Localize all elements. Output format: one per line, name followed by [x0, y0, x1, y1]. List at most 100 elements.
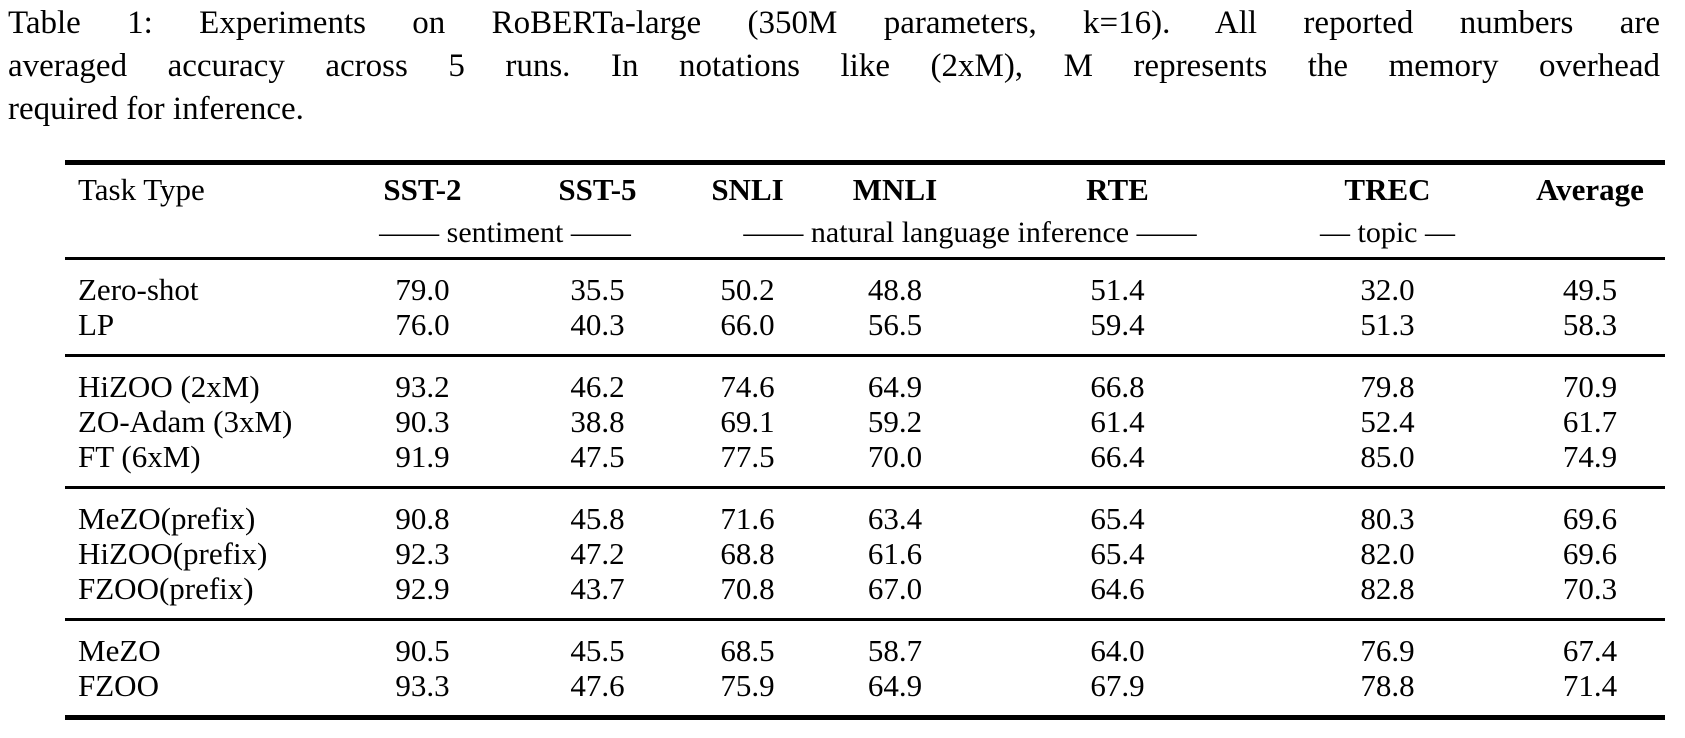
- table-group-4: MeZO 90.5 45.5 68.5 58.7 64.0 76.9 67.4 FZOO 93.3…: [65, 619, 1665, 718]
- table-cell: 79.8: [1360, 369, 1415, 404]
- row-label: HiZOO(prefix): [78, 536, 268, 571]
- table-cell: 65.4: [1090, 536, 1145, 571]
- table-cell: 74.9: [1562, 439, 1618, 474]
- table-cell: 82.8: [1360, 571, 1415, 606]
- column-header-trec: TREC: [1344, 172, 1431, 207]
- table-cell: 70.0: [867, 439, 923, 474]
- table-cell: 67.9: [1090, 668, 1145, 703]
- table-row: FZOO(prefix) 92.9 43.7 70.8 67.0 64.6 82.8 70.3: [65, 571, 1665, 620]
- column-header-average: Average: [1536, 172, 1644, 207]
- table-cell: 59.4: [1090, 307, 1145, 342]
- table-cell: 50.2: [720, 272, 775, 307]
- table-cell: 69.6: [1562, 536, 1618, 571]
- table-cell: 92.9: [395, 571, 450, 606]
- column-header-snli: SNLI: [711, 172, 784, 207]
- results-table: Task Type SST-2 SST-5 SNLI MNLI RTE TREC…: [65, 160, 1665, 720]
- table-cell: 71.4: [1562, 668, 1618, 703]
- category-row: —— sentiment —— —— natural language infe…: [65, 215, 1665, 259]
- table-cell: 43.7: [570, 571, 625, 606]
- table-cell: 47.5: [570, 439, 625, 474]
- table-cell: 90.3: [395, 404, 450, 439]
- table-cell: 92.3: [395, 536, 450, 571]
- table-cell: 58.7: [867, 633, 923, 668]
- column-header-task-type: Task Type: [78, 172, 205, 207]
- row-label: LP: [78, 307, 115, 342]
- table-cell: 82.0: [1360, 536, 1415, 571]
- table-cell: 61.4: [1090, 404, 1145, 439]
- table-cell: 69.1: [720, 404, 775, 439]
- table-cell: 76.0: [395, 307, 450, 342]
- table-cell: 68.5: [720, 633, 775, 668]
- table-row: MeZO 90.5 45.5 68.5 58.7 64.0 76.9 67.4: [65, 620, 1665, 669]
- table-cell: 77.5: [720, 439, 775, 474]
- table-row: FT (6xM) 91.9 47.5 77.5 70.0 66.4 85.0 74.9: [65, 439, 1665, 488]
- row-label: FT (6xM): [78, 439, 201, 474]
- table-row: HiZOO(prefix) 92.3 47.2 68.8 61.6 65.4 82.0 69.…: [65, 536, 1665, 571]
- table-row: HiZOO (2xM) 93.2 46.2 74.6 64.9 66.8 79.8 70.9: [65, 356, 1665, 405]
- table-row: FZOO 93.3 47.6 75.9 64.9 67.9 78.8 71.4: [65, 668, 1665, 718]
- category-natural-language-inference: —— natural language inference ——: [743, 216, 1197, 249]
- table-cell: 45.5: [570, 633, 625, 668]
- table-row: ZO-Adam (3xM) 90.3 38.8 69.1 59.2 61.4 52.4 61.…: [65, 404, 1665, 439]
- table-cell: 45.8: [570, 501, 625, 536]
- table-cell: 76.9: [1360, 633, 1415, 668]
- table-group-2: HiZOO (2xM) 93.2 46.2 74.6 64.9 66.8 79.8 70.9 Z…: [65, 355, 1665, 488]
- table-cell: 46.2: [570, 369, 625, 404]
- category-topic: — topic —: [1320, 216, 1455, 249]
- table-cell: 48.8: [867, 272, 923, 307]
- table-cell: 63.4: [867, 501, 923, 536]
- table-row: Zero-shot 79.0 35.5 50.2 48.8 51.4 32.0 49.5: [65, 259, 1665, 308]
- table-cell: 70.8: [720, 571, 775, 606]
- table-cell: 61.6: [867, 536, 923, 571]
- table-cell: 51.3: [1360, 307, 1415, 342]
- results-table-container: Task Type SST-2 SST-5 SNLI MNLI RTE TREC…: [65, 160, 1665, 720]
- table-cell: 61.7: [1562, 404, 1618, 439]
- table-cell: 32.0: [1360, 272, 1415, 307]
- table-cell: 80.3: [1360, 501, 1415, 536]
- row-label: MeZO(prefix): [78, 501, 256, 536]
- column-header-sst5: SST-5: [558, 172, 637, 207]
- table-cell: 64.6: [1090, 571, 1145, 606]
- table-row: MeZO(prefix) 90.8 45.8 71.6 63.4 65.4 80.3 69.6: [65, 488, 1665, 537]
- caption-line-2: averaged accuracy across 5 runs. In nota…: [8, 48, 1660, 84]
- row-label: HiZOO (2xM): [78, 369, 260, 404]
- table-cell: 64.9: [867, 369, 923, 404]
- category-spacer-left: [65, 215, 330, 259]
- table-cell: 67.4: [1562, 633, 1618, 668]
- table-cell: 66.0: [720, 307, 775, 342]
- table-cell: 52.4: [1360, 404, 1415, 439]
- table-cell: 51.4: [1090, 272, 1145, 307]
- table-cell: 47.6: [570, 668, 625, 703]
- table-cell: 66.8: [1090, 369, 1145, 404]
- column-header-sst2: SST-2: [383, 172, 462, 207]
- table-cell: 59.2: [867, 404, 923, 439]
- table-cell: 35.5: [570, 272, 625, 307]
- category-spacer-right: [1515, 215, 1665, 259]
- table-cell: 66.4: [1090, 439, 1145, 474]
- table-cell: 74.6: [720, 369, 775, 404]
- table-row: LP 76.0 40.3 66.0 56.5 59.4 51.3 58.3: [65, 307, 1665, 356]
- table-cell: 64.9: [867, 668, 923, 703]
- row-label: FZOO(prefix): [78, 571, 254, 606]
- column-names-row: Task Type SST-2 SST-5 SNLI MNLI RTE TREC…: [65, 163, 1665, 216]
- table-cell: 71.6: [720, 501, 775, 536]
- table-cell: 64.0: [1090, 633, 1145, 668]
- row-label: MeZO: [78, 633, 161, 668]
- table-cell: 90.5: [395, 633, 450, 668]
- row-label: FZOO: [78, 668, 159, 703]
- table-cell: 91.9: [395, 439, 450, 474]
- caption-line-3: required for inference.: [8, 91, 304, 127]
- caption-line-1: Table 1: Experiments on RoBERTa-large (3…: [8, 5, 1660, 41]
- table-cell: 90.8: [395, 501, 450, 536]
- column-header-rte: RTE: [1086, 172, 1149, 207]
- table-cell: 65.4: [1090, 501, 1145, 536]
- table-cell: 49.5: [1562, 272, 1618, 307]
- row-label: ZO-Adam (3xM): [78, 404, 293, 439]
- table-cell: 69.6: [1562, 501, 1618, 536]
- table-cell: 79.0: [395, 272, 450, 307]
- table-header: Task Type SST-2 SST-5 SNLI MNLI RTE TREC…: [65, 163, 1665, 259]
- column-header-mnli: MNLI: [852, 172, 938, 207]
- table-cell: 40.3: [570, 307, 625, 342]
- table-cell: 93.3: [395, 668, 450, 703]
- table-cell: 85.0: [1360, 439, 1415, 474]
